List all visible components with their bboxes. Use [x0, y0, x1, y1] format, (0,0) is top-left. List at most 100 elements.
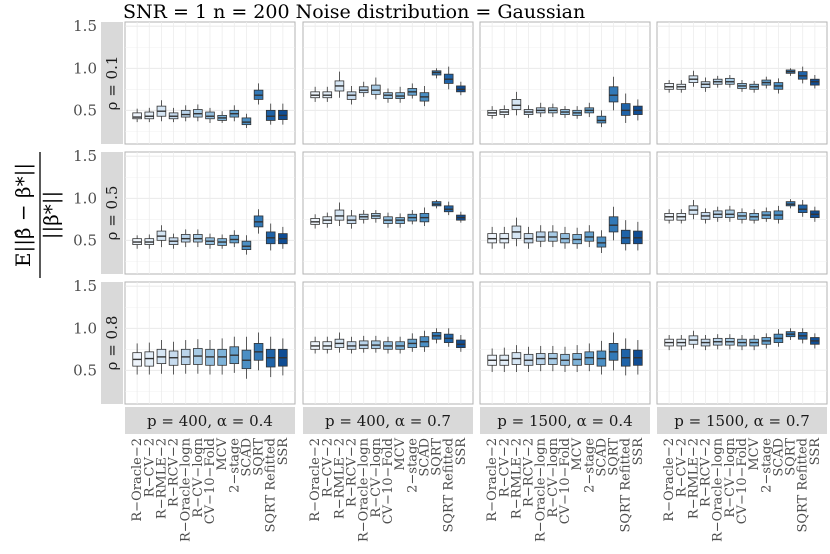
row-strip-label: ρ = 0.1	[103, 56, 121, 111]
box-CV−10−Fold	[383, 336, 393, 354]
box-R−Oracle−logn	[712, 75, 723, 88]
box-SQRT	[431, 199, 442, 209]
y-tick-label: 1.5	[73, 147, 97, 165]
x-category-label: R−CV−2	[497, 438, 512, 497]
box-SSR	[633, 221, 643, 251]
column-strip	[657, 407, 827, 434]
box-R−CV−logn	[371, 335, 381, 353]
y-tick-label: 1.0	[73, 59, 97, 77]
facet-panel	[302, 281, 474, 405]
facet-panel	[479, 21, 651, 145]
box-MCV	[749, 209, 759, 224]
box-body	[132, 112, 142, 120]
box-R−CV−2	[144, 107, 155, 123]
box-SQRT Refitted	[620, 338, 631, 376]
box-MCV	[217, 234, 227, 249]
box-R−Oracle−2	[487, 106, 497, 119]
column-strip	[125, 407, 295, 434]
x-category-label: 2−stage	[582, 438, 597, 493]
box-R−CV−logn	[193, 339, 203, 374]
box-R−CV−logn	[193, 229, 203, 248]
box-R−CV−2	[676, 209, 687, 224]
box-2−stage	[407, 210, 418, 225]
box-SCAD	[419, 330, 430, 352]
box-R−CV−2	[676, 335, 687, 351]
box-body	[180, 109, 191, 118]
box-R−CV−2	[322, 86, 333, 102]
x-category-label: R−RMLE−2	[686, 438, 701, 519]
x-category-label: R−RCV−2	[699, 438, 714, 507]
facet-panel	[656, 21, 828, 145]
x-category-label: R−RCV−2	[522, 438, 537, 507]
box-R−Oracle−logn	[358, 81, 369, 97]
x-category-label: MCV	[570, 437, 585, 470]
box-SCAD	[596, 110, 607, 128]
x-category-label: R−CV−2	[674, 438, 689, 497]
x-category-label: SQRT	[784, 438, 799, 476]
box-R−Oracle−2	[132, 108, 142, 123]
box-R−Oracle−2	[664, 335, 674, 351]
box-body	[596, 236, 607, 248]
box-R−Oracle−2	[310, 214, 320, 229]
row-strip-label: ρ = 0.8	[103, 316, 121, 371]
box-SSR	[810, 206, 820, 222]
box-SCAD	[773, 205, 784, 224]
box-R−RMLE−2	[156, 100, 167, 122]
x-category-label: R−Oracle−2	[130, 438, 145, 522]
box-SQRT	[785, 199, 796, 209]
facet-panel	[124, 281, 296, 405]
plot-area: ρ = 0.1 ρ = 0.5 ρ = 0.8 0.5 1.0 1.5 0.5 1.0 1.5 0…	[73, 17, 828, 542]
box-SSR	[278, 103, 288, 125]
x-category-label: 2−stage	[227, 438, 242, 493]
y-tick-label: 1.0	[73, 319, 97, 337]
facet-panel	[302, 151, 474, 275]
box-R−Oracle−2	[664, 209, 674, 224]
box-R−RCV−2	[168, 107, 179, 123]
x-category-label: SQRT Refitted	[619, 438, 634, 533]
box-R−RMLE−2	[688, 199, 699, 220]
box-R−Oracle−2	[310, 336, 320, 354]
box-SCAD	[773, 78, 784, 94]
box-SSR	[633, 99, 643, 121]
x-category-label: R−RMLE−2	[154, 438, 169, 519]
box-R−Oracle−logn	[180, 340, 191, 374]
box-CV−10−Fold	[560, 106, 570, 118]
box-CV−10−Fold	[205, 107, 215, 123]
box-R−Oracle−logn	[535, 225, 546, 248]
box-SQRT Refitted	[265, 103, 276, 125]
box-R−CV−2	[499, 226, 510, 249]
box-MCV	[572, 106, 582, 119]
column-strip	[480, 407, 650, 434]
x-category-label: R−Oracle−2	[485, 438, 500, 522]
box-R−Oracle−logn	[358, 335, 369, 353]
box-R−Oracle−2	[132, 343, 142, 375]
box-body	[608, 216, 619, 233]
box-R−CV−2	[499, 347, 510, 373]
box-body	[334, 209, 345, 221]
box-2−stage	[584, 102, 595, 118]
box-SQRT Refitted	[265, 223, 276, 251]
box-SQRT	[253, 209, 264, 234]
x-category-label: SSR	[631, 437, 646, 466]
box-MCV	[217, 111, 227, 123]
box-2−stage	[584, 225, 595, 248]
box-SQRT Refitted	[443, 328, 454, 347]
x-category-label: SCAD	[771, 438, 786, 477]
box-MCV	[395, 213, 405, 228]
box-R−Oracle−logn	[712, 206, 723, 222]
box-R−Oracle−logn	[535, 345, 546, 372]
box-R−CV−logn	[548, 345, 558, 372]
box-2−stage	[761, 76, 772, 89]
box-SCAD	[773, 329, 784, 347]
box-body	[620, 103, 631, 116]
box-R−CV−logn	[371, 210, 381, 223]
box-body	[205, 111, 215, 120]
x-category-label: R−Oracle−2	[662, 438, 677, 522]
box-SSR	[456, 211, 466, 223]
box-R−Oracle−logn	[180, 105, 191, 122]
x-category-label: SSR	[808, 437, 823, 466]
box-SSR	[810, 75, 820, 89]
x-category-label: SCAD	[239, 438, 254, 477]
box-SSR	[633, 340, 643, 375]
